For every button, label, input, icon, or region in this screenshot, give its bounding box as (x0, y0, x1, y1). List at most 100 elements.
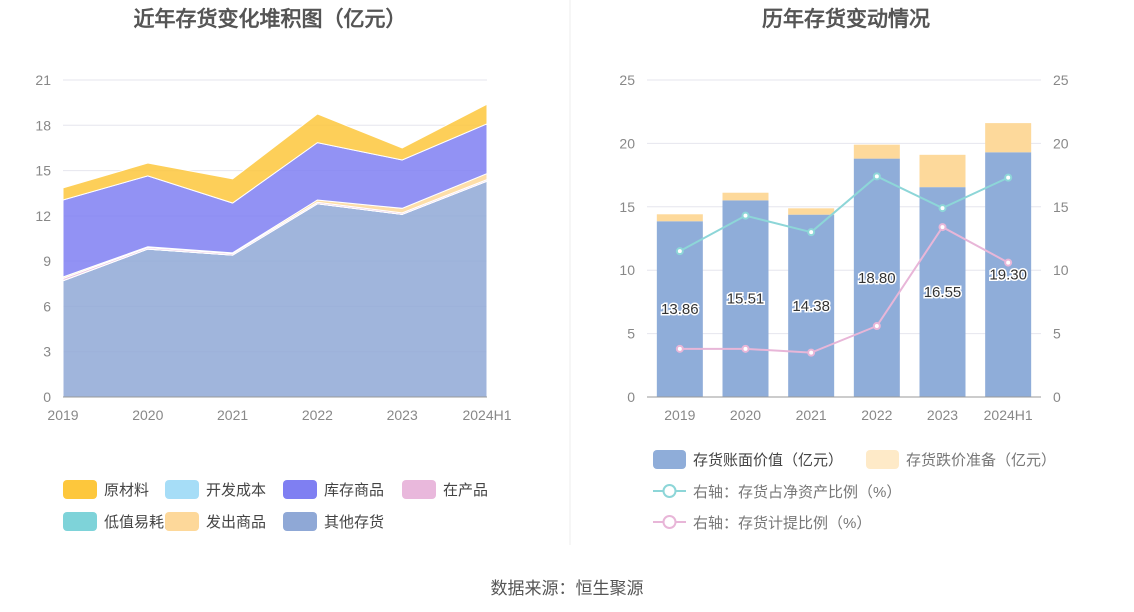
y-tick-label: 5 (627, 326, 635, 342)
line-point (1004, 173, 1013, 182)
x-tick-label: 2020 (132, 407, 163, 423)
legend-item-其他存货[interactable]: 其他存货 (283, 512, 384, 531)
y-tick-label: 9 (43, 253, 51, 269)
legend-item-存货账面价值（亿元）[interactable]: 存货账面价值（亿元） (653, 450, 843, 469)
legend-item-发出商品[interactable]: 发出商品 (165, 512, 266, 531)
legend-label: 在产品 (443, 482, 488, 499)
y-tick-label: 15 (619, 199, 635, 215)
bar-provision (788, 208, 835, 215)
left-axes: 0 3 6 9 12 15 18 21 2019 2020 2021 2022 2023 2024H1 (35, 72, 511, 423)
y2-tick-label: 5 (1053, 326, 1061, 342)
legend-item-低值易耗品[interactable]: 低值易耗品 (63, 512, 179, 531)
right-axes: 0 5 10 15 20 25 0 5 10 15 20 25 2019 2020 2021 2022 2023… (619, 72, 1068, 423)
legend-item-存货跌价准备（亿元）[interactable]: 存货跌价准备（亿元） (866, 450, 1056, 469)
x-tick-label: 2023 (387, 407, 418, 423)
legend-label: 低值易耗品 (104, 514, 179, 531)
y-tick-label: 12 (35, 208, 51, 224)
y2-tick-label: 20 (1053, 135, 1069, 151)
legend-label: 右轴：存货计提比例（%） (693, 515, 871, 532)
legend-swatch (866, 450, 899, 469)
line-point (741, 344, 750, 353)
bar-provision (656, 214, 703, 222)
y2-tick-label: 0 (1053, 389, 1061, 405)
bar-data-label: 19.30 (989, 267, 1027, 284)
line-point (675, 344, 684, 353)
bar-provision (919, 154, 966, 188)
line-point (938, 223, 947, 232)
y-tick-label: 0 (43, 389, 51, 405)
legend-label: 发出商品 (206, 514, 266, 531)
stacked-area-chart: 近年存货变化堆积图（亿元） 0 3 6 9 12 15 18 21 2019 2020 2021 20… (35, 7, 512, 531)
y-tick-label: 18 (35, 117, 51, 133)
y2-tick-label: 15 (1053, 199, 1069, 215)
legend-label: 右轴：存货占净资产比例（%） (693, 484, 901, 501)
legend-item-原材料[interactable]: 原材料 (63, 480, 149, 499)
y-tick-label: 15 (35, 163, 51, 179)
line-point (807, 348, 816, 357)
line-右轴：存货计提比例（%） (679, 225, 1009, 354)
bar-book-value (985, 152, 1032, 397)
y-tick-label: 25 (619, 72, 635, 88)
y-tick-label: 6 (43, 298, 51, 314)
x-tick-label: 2021 (217, 407, 248, 423)
x-tick-label: 2023 (927, 407, 958, 423)
legend-label: 原材料 (104, 482, 149, 499)
legend-swatch (283, 512, 317, 531)
right-lines (675, 172, 1013, 357)
bar-book-value (722, 200, 769, 397)
y-tick-label: 10 (619, 262, 635, 278)
right-chart-title: 历年存货变动情况 (762, 7, 930, 31)
right-bar-labels: 13.86 15.51 14.38 18.80 16.55 19.30 (660, 265, 1029, 319)
bar-data-label: 14.38 (792, 298, 830, 315)
bar-book-value (853, 158, 900, 397)
x-tick-label: 2019 (664, 407, 695, 423)
bar-provision (985, 123, 1032, 153)
legend-label: 存货账面价值（亿元） (693, 452, 843, 469)
legend-swatch (63, 480, 97, 499)
bar-book-value (919, 187, 966, 397)
legend-swatch (283, 480, 317, 499)
y-tick-label: 21 (35, 72, 51, 88)
bar-provision (853, 144, 900, 159)
x-tick-label: 2022 (302, 407, 333, 423)
data-source-note: 数据来源：恒生聚源 (490, 579, 644, 598)
legend-item-右轴：存货占净资产比例（%）[interactable]: 右轴：存货占净资产比例（%） (653, 484, 901, 501)
legend-item-右轴：存货计提比例（%）[interactable]: 右轴：存货计提比例（%） (653, 515, 871, 532)
right-bars (656, 123, 1032, 397)
line-point (938, 204, 947, 213)
x-tick-label: 2022 (861, 407, 892, 423)
bar-data-label: 16.55 (924, 284, 962, 301)
legend-item-库存商品[interactable]: 库存商品 (283, 480, 384, 499)
line-point (741, 211, 750, 220)
line-point (1004, 258, 1013, 267)
bar-provision (722, 192, 769, 201)
y2-tick-label: 25 (1053, 72, 1069, 88)
legend-swatch (653, 450, 686, 469)
x-tick-label: 2021 (796, 407, 827, 423)
legend-marker (662, 484, 677, 498)
bar-data-label: 15.51 (727, 291, 765, 308)
legend-label: 其他存货 (324, 514, 384, 531)
y2-tick-label: 10 (1053, 262, 1069, 278)
y-tick-label: 0 (627, 389, 635, 405)
right-legend[interactable]: 存货账面价值（亿元） 存货跌价准备（亿元） 右轴：存货占净资产比例（%） 右轴：存货计… (653, 450, 1056, 532)
legend-label: 存货跌价准备（亿元） (906, 452, 1056, 469)
x-tick-label: 2019 (47, 407, 78, 423)
legend-swatch (63, 512, 97, 531)
line-右轴：存货占净资产比例（%） (679, 175, 1009, 253)
x-tick-label: 2024H1 (462, 407, 511, 423)
y-tick-label: 20 (619, 135, 635, 151)
x-tick-label: 2020 (730, 407, 761, 423)
bar-data-label: 13.86 (661, 301, 699, 318)
legend-item-开发成本[interactable]: 开发成本 (165, 480, 266, 499)
bar-data-label: 18.80 (858, 270, 896, 287)
bar-book-value (788, 214, 835, 397)
line-point (872, 172, 881, 181)
x-tick-label: 2024H1 (984, 407, 1033, 423)
legend-item-在产品[interactable]: 在产品 (402, 480, 488, 499)
left-areas (62, 103, 488, 398)
legend-swatch (165, 480, 199, 499)
